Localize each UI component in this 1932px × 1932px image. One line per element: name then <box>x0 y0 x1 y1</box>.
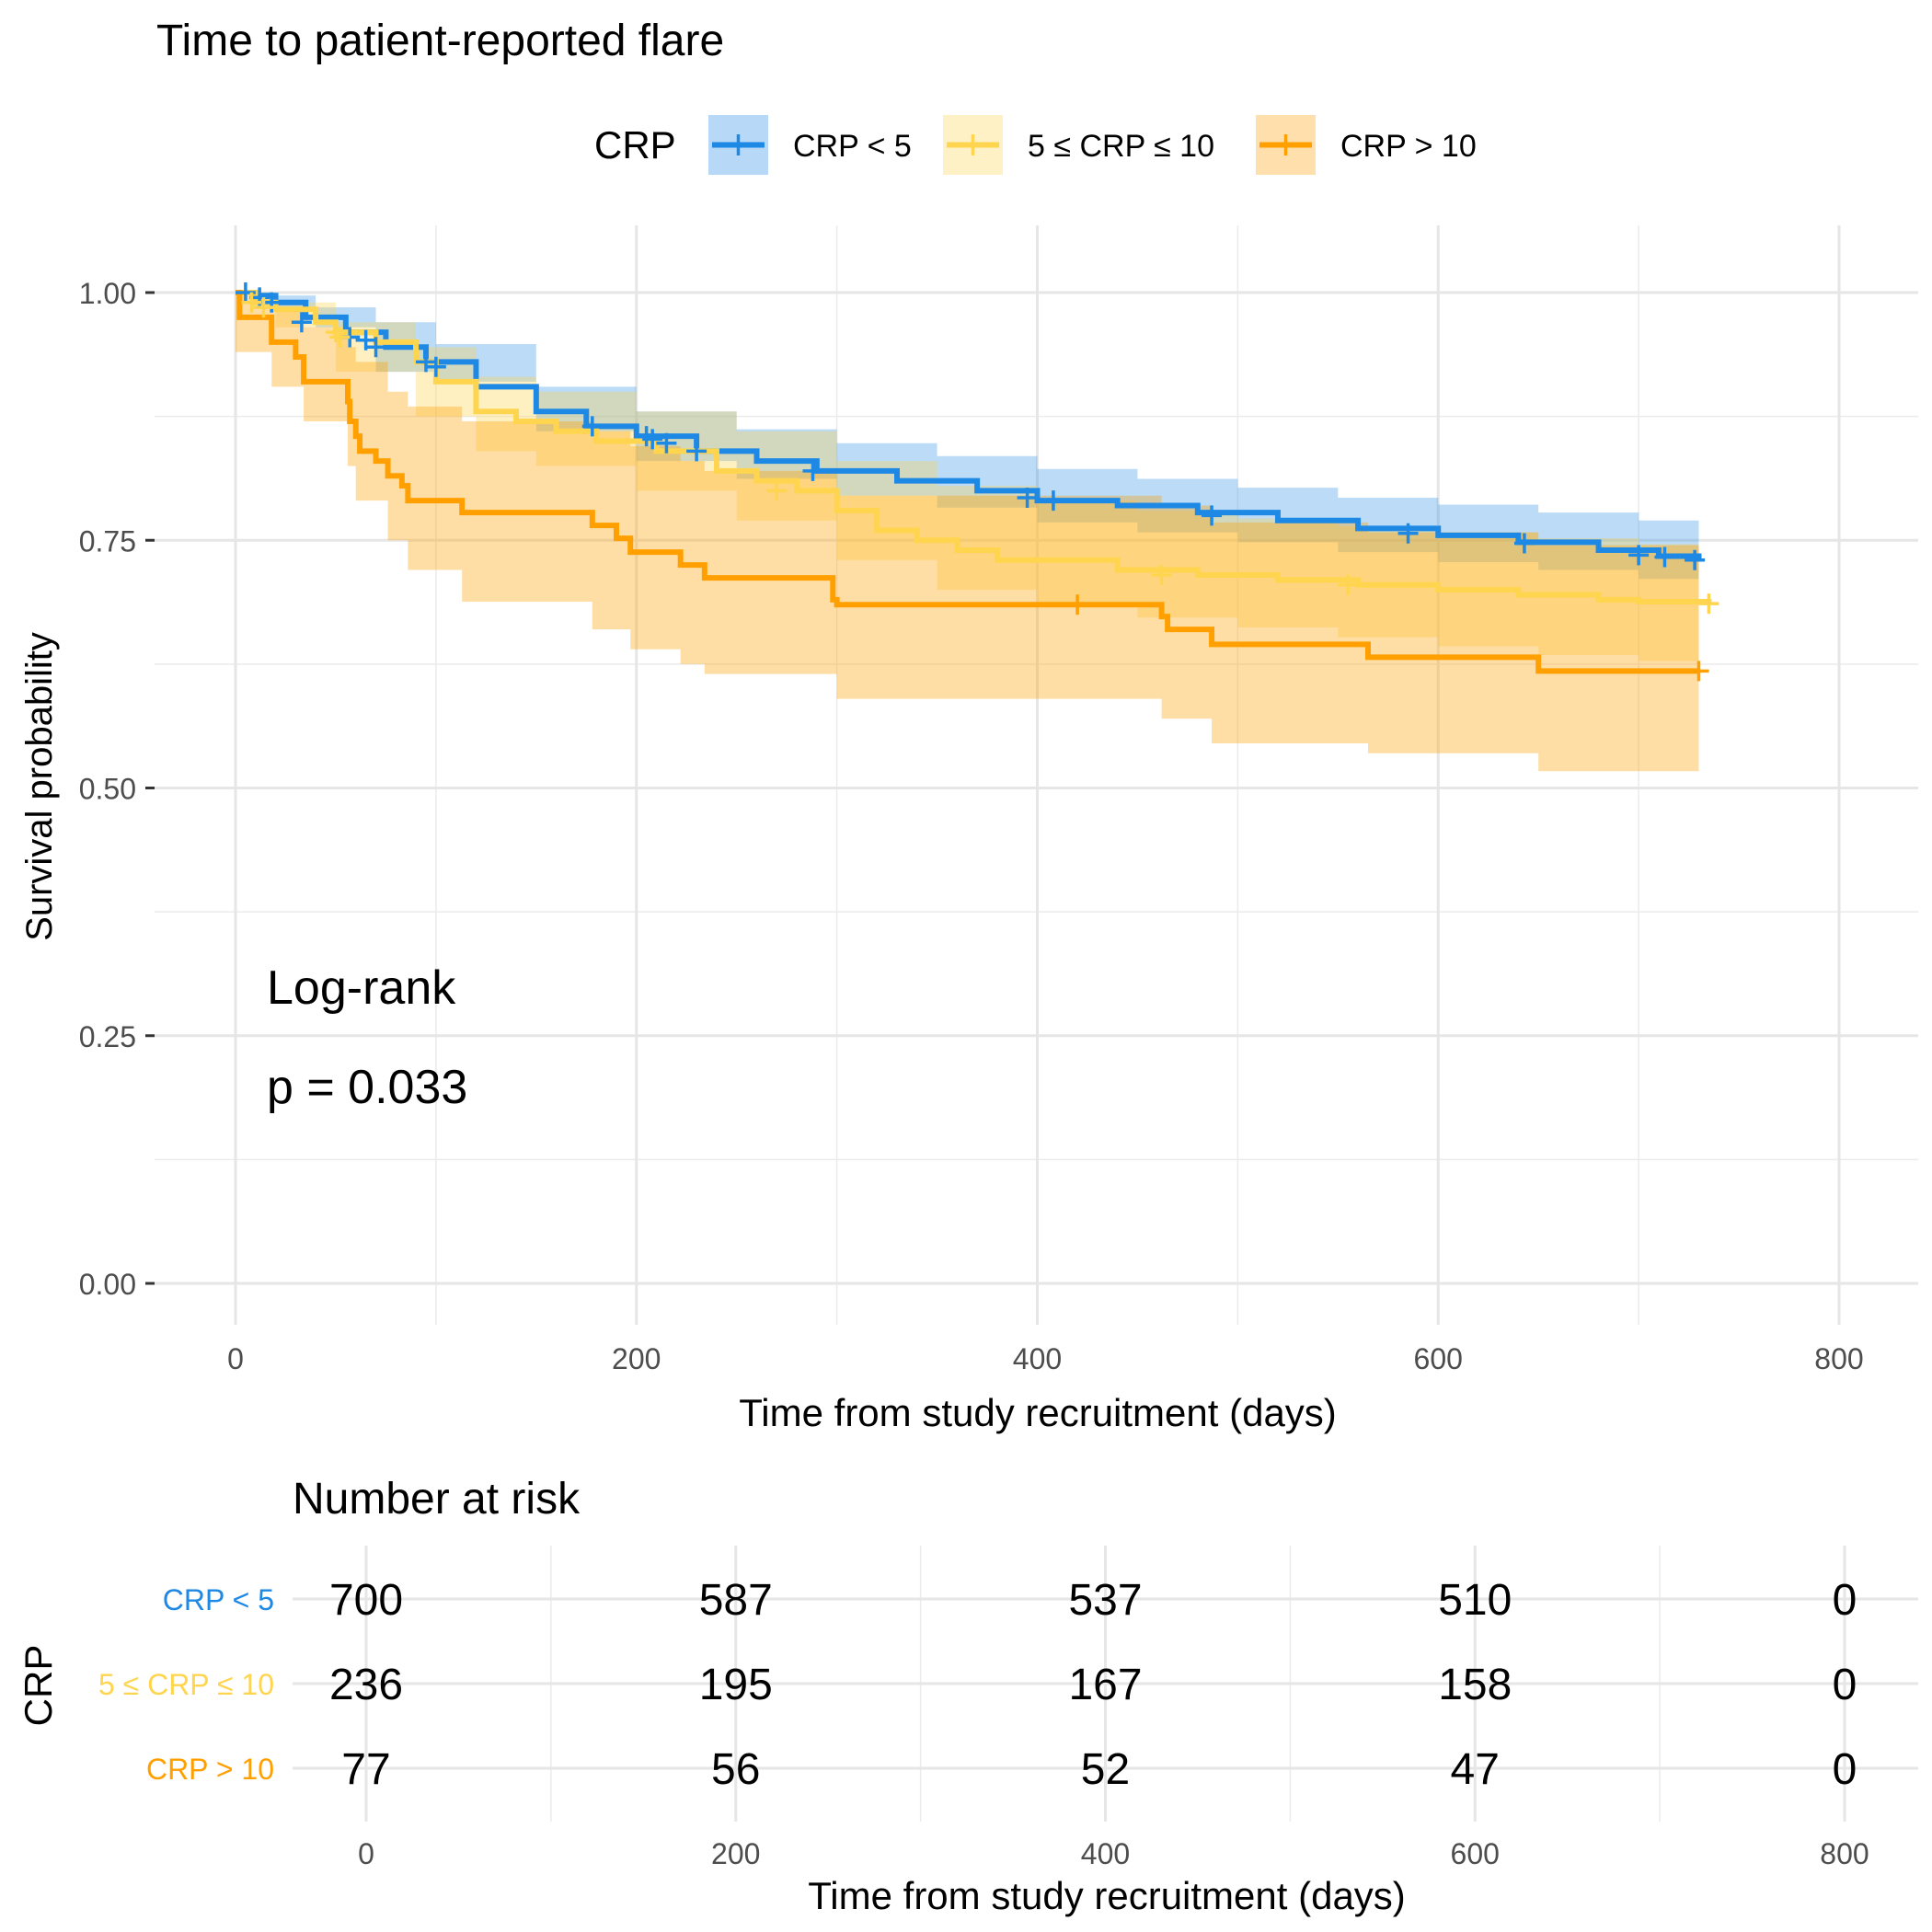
censor-mark <box>1338 574 1359 595</box>
risk-x-tick-label: 400 <box>1081 1837 1130 1870</box>
legend-item-0: CRP < 5 <box>708 115 912 175</box>
censor-mark <box>365 337 386 358</box>
censor-mark <box>253 297 274 318</box>
censor-mark <box>1698 593 1719 615</box>
risk-count: 56 <box>711 1745 760 1794</box>
censor-mark <box>325 322 346 343</box>
censor-mark <box>1688 661 1709 682</box>
risk-row-2: CRP > 10 77 56 52 47 0 <box>146 1745 1857 1794</box>
risk-count: 510 <box>1438 1576 1512 1625</box>
risk-count: 195 <box>699 1661 773 1709</box>
risk-row-label: CRP < 5 <box>163 1583 274 1616</box>
legend-title: CRP <box>594 123 676 167</box>
censor-mark <box>1654 546 1675 568</box>
risk-count: 47 <box>1451 1745 1500 1794</box>
risk-x-tick-label: 800 <box>1820 1837 1869 1870</box>
risk-y-axis-label: CRP <box>17 1645 60 1727</box>
risk-count: 0 <box>1833 1745 1857 1794</box>
risk-count: 77 <box>341 1745 390 1794</box>
km-x-tick-label: 600 <box>1414 1342 1463 1375</box>
km-y-tick-label: 0.25 <box>79 1020 136 1053</box>
km-y-tick-label: 0.00 <box>79 1268 136 1301</box>
legend: CRP CRP < 5 5 ≤ CRP ≤ 10 CRP > 10 <box>594 115 1477 175</box>
risk-count: 0 <box>1833 1661 1857 1709</box>
censor-mark <box>425 356 446 377</box>
risk-count: 537 <box>1068 1576 1142 1625</box>
censor-mark <box>329 327 351 348</box>
risk-row-label: 5 ≤ CRP ≤ 10 <box>98 1668 274 1701</box>
confidence-band-series-2 <box>236 293 1699 772</box>
legend-item-label: CRP > 10 <box>1340 129 1477 164</box>
risk-count: 0 <box>1833 1576 1857 1625</box>
risk-x-tick-label: 200 <box>711 1837 760 1870</box>
km-y-tick-label: 0.75 <box>79 524 136 558</box>
censor-mark <box>1151 564 1172 585</box>
confidence-band-series-0 <box>236 293 1699 585</box>
chart-title: Time to patient-reported flare <box>156 17 724 65</box>
censor-mark <box>1397 523 1419 544</box>
risk-x-tick-label: 0 <box>358 1837 374 1870</box>
censor-mark <box>1017 487 1038 508</box>
censor-mark <box>241 292 262 313</box>
censor-mark <box>802 460 823 481</box>
censor-mark <box>686 441 707 462</box>
confidence-band-series-1 <box>236 293 1699 664</box>
risk-count: 167 <box>1068 1661 1142 1709</box>
risk-row-1: 5 ≤ CRP ≤ 10 236 195 167 158 0 <box>98 1661 1857 1709</box>
censor-mark <box>1513 533 1535 554</box>
km-y-tick-label: 1.00 <box>79 277 136 310</box>
censor-mark <box>766 480 788 501</box>
km-x-axis-label: Time from study recruitment (days) <box>739 1391 1337 1434</box>
risk-count: 236 <box>329 1661 403 1709</box>
pvalue-label: p = 0.033 <box>267 1061 467 1114</box>
km-x-tick-label: 0 <box>227 1342 244 1375</box>
km-y-tick-label: 0.50 <box>79 773 136 806</box>
km-x-tick-label: 200 <box>612 1342 661 1375</box>
censor-mark <box>291 312 312 333</box>
risk-count: 158 <box>1438 1661 1512 1709</box>
risk-count: 700 <box>329 1576 403 1625</box>
risk-row-0: CRP < 5 700 587 537 510 0 <box>163 1576 1857 1625</box>
risk-table-panel: CRP < 5 700 587 537 510 0 5 ≤ CRP ≤ 10 236 195 16… <box>98 1546 1918 1870</box>
censor-mark <box>1202 505 1223 526</box>
risk-table-title: Number at risk <box>293 1475 581 1524</box>
censor-mark <box>642 429 663 450</box>
risk-x-tick-label: 600 <box>1451 1837 1500 1870</box>
legend-item-label: CRP < 5 <box>793 129 912 164</box>
km-y-axis-label: Survival probability <box>19 632 60 941</box>
risk-count: 587 <box>699 1576 773 1625</box>
censor-mark <box>1042 490 1064 512</box>
legend-item-label: 5 ≤ CRP ≤ 10 <box>1028 129 1214 164</box>
legend-item-2: CRP > 10 <box>1256 115 1477 175</box>
censor-mark <box>415 351 436 373</box>
censor-mark <box>1628 545 1650 566</box>
km-x-tick-label: 400 <box>1013 1342 1062 1375</box>
km-plot-panel: 0.00 0.25 0.50 0.75 1.00 0 200 400 600 800 <box>79 225 1918 1375</box>
km-x-tick-label: 800 <box>1814 1342 1863 1375</box>
censor-mark <box>1067 594 1088 615</box>
logrank-label: Log-rank <box>267 961 456 1015</box>
censor-mark <box>656 432 677 454</box>
survival-curve-series-2 <box>236 290 1699 674</box>
risk-count: 52 <box>1081 1745 1130 1794</box>
censor-mark <box>1685 549 1706 570</box>
risk-row-label: CRP > 10 <box>146 1753 274 1786</box>
risk-x-axis-label: Time from study recruitment (days) <box>808 1874 1406 1917</box>
censor-mark <box>581 416 603 437</box>
legend-item-1: 5 ≤ CRP ≤ 10 <box>943 115 1214 175</box>
